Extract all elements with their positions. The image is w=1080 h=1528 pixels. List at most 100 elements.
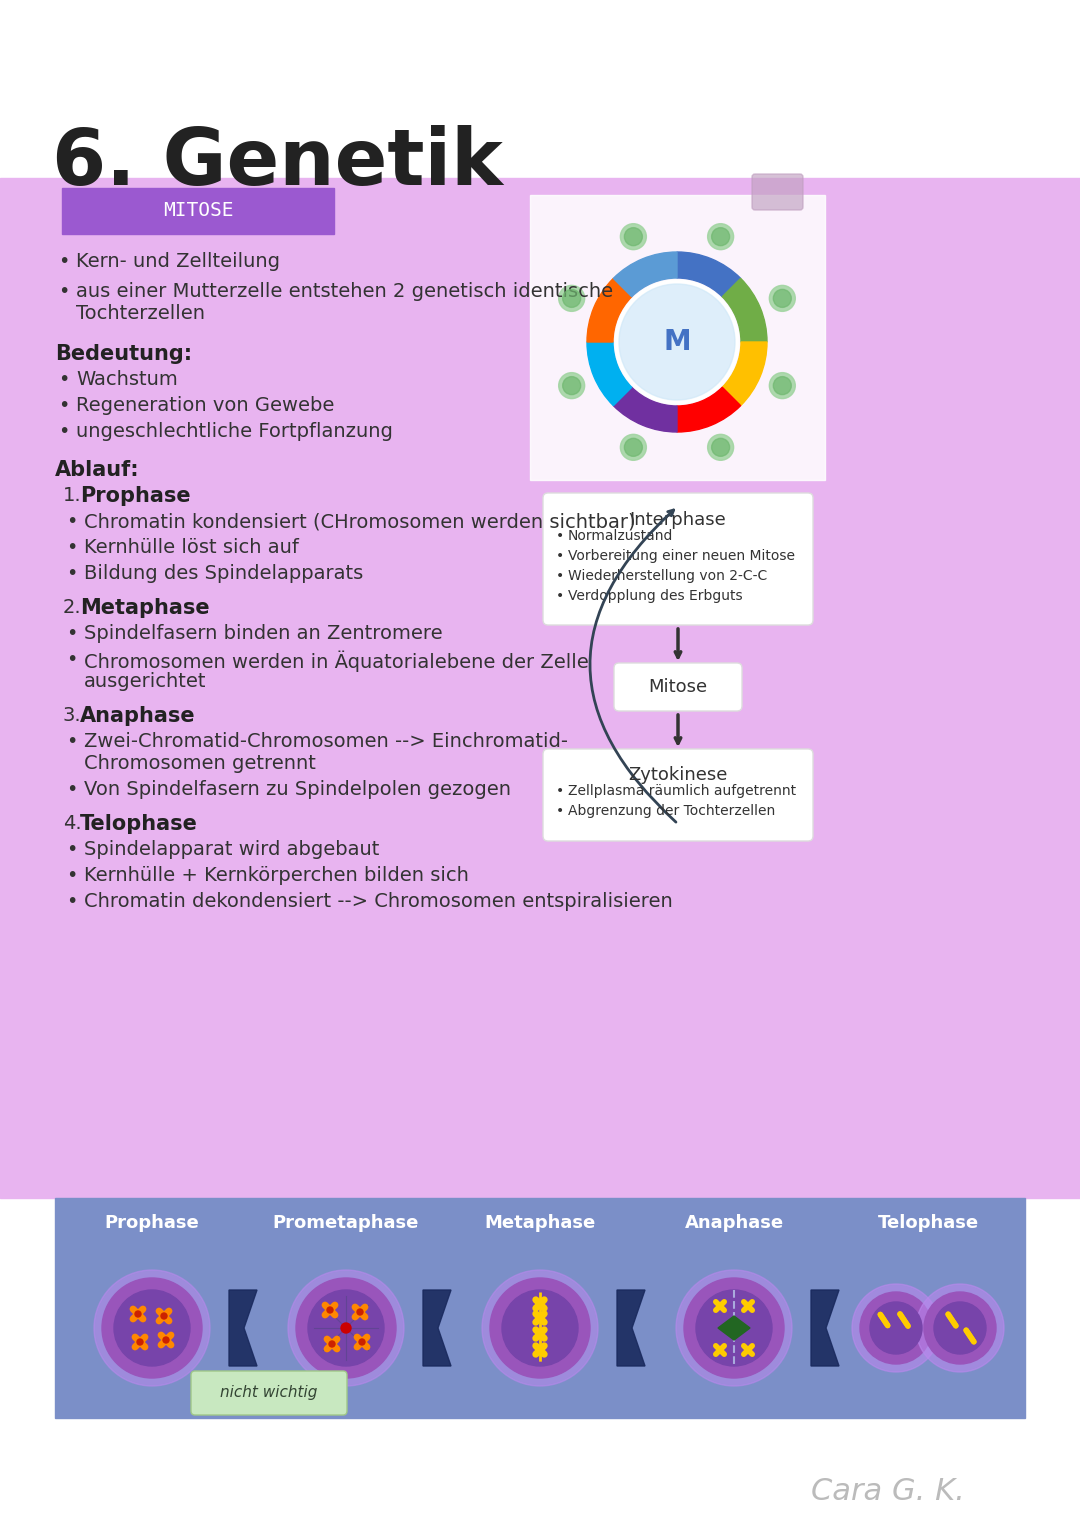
Text: Zellplasma räumlich aufgetrennt: Zellplasma räumlich aufgetrennt (568, 784, 796, 798)
Circle shape (934, 1302, 986, 1354)
Circle shape (137, 1339, 143, 1345)
Text: M: M (663, 329, 691, 356)
FancyBboxPatch shape (543, 494, 813, 625)
Text: Kernhülle löst sich auf: Kernhülle löst sich auf (84, 538, 299, 558)
Bar (0, 0, 1080, 177)
Text: •: • (556, 549, 564, 562)
Circle shape (563, 376, 581, 394)
Wedge shape (677, 252, 741, 296)
Text: •: • (66, 512, 78, 532)
Text: Spindelapparat wird abgebaut: Spindelapparat wird abgebaut (84, 840, 379, 859)
Text: Zytokinese: Zytokinese (629, 766, 728, 784)
Circle shape (161, 1313, 167, 1319)
Circle shape (712, 439, 730, 457)
Circle shape (769, 286, 795, 312)
Wedge shape (613, 252, 677, 296)
Circle shape (769, 373, 795, 399)
Circle shape (624, 228, 643, 246)
Text: •: • (66, 779, 78, 799)
Polygon shape (617, 1290, 645, 1366)
Text: •: • (66, 538, 78, 558)
Text: •: • (66, 840, 78, 859)
Circle shape (558, 286, 584, 312)
Circle shape (357, 1309, 363, 1316)
Text: •: • (556, 529, 564, 542)
Wedge shape (723, 342, 767, 405)
Circle shape (482, 1270, 598, 1386)
Text: 2.: 2. (63, 597, 82, 617)
Text: Ablauf:: Ablauf: (55, 460, 139, 480)
Text: Kernhülle + Kernkörperchen bilden sich: Kernhülle + Kernkörperchen bilden sich (84, 866, 469, 885)
Text: •: • (58, 252, 69, 270)
Text: •: • (556, 804, 564, 817)
Circle shape (707, 434, 733, 460)
Bar (62, 188, 334, 234)
Circle shape (707, 223, 733, 249)
Text: 4.: 4. (63, 814, 82, 833)
FancyBboxPatch shape (543, 749, 813, 840)
FancyBboxPatch shape (191, 1371, 347, 1415)
Text: 1.: 1. (63, 486, 82, 504)
Circle shape (615, 280, 739, 403)
Text: Chromatin dekondensiert --> Chromosomen entspiralisieren: Chromatin dekondensiert --> Chromosomen … (84, 892, 673, 911)
Text: Verdopplung des Erbguts: Verdopplung des Erbguts (568, 588, 743, 604)
Circle shape (916, 1284, 1004, 1372)
Polygon shape (718, 1316, 750, 1340)
Circle shape (619, 284, 735, 400)
Text: Normalzustand: Normalzustand (568, 529, 673, 542)
FancyBboxPatch shape (615, 663, 742, 711)
Text: •: • (556, 588, 564, 604)
Text: Metaphase: Metaphase (80, 597, 210, 617)
Circle shape (558, 373, 584, 399)
Circle shape (620, 434, 646, 460)
Text: •: • (556, 784, 564, 798)
Wedge shape (588, 342, 632, 405)
Text: ungeschlechtliche Fortpflanzung: ungeschlechtliche Fortpflanzung (76, 422, 393, 442)
Circle shape (924, 1293, 996, 1365)
Circle shape (163, 1337, 168, 1343)
Text: Prophase: Prophase (80, 486, 191, 506)
Wedge shape (723, 278, 767, 342)
Text: Interphase: Interphase (630, 510, 727, 529)
Text: Cara G. K.: Cara G. K. (811, 1478, 966, 1507)
Text: •: • (66, 564, 78, 584)
Text: •: • (58, 422, 69, 442)
Text: ausgerichtet: ausgerichtet (84, 672, 206, 691)
Text: •: • (556, 568, 564, 584)
Wedge shape (588, 278, 632, 342)
Text: Tochterzellen: Tochterzellen (76, 304, 205, 322)
Text: Spindelfasern binden an Zentromere: Spindelfasern binden an Zentromere (84, 623, 443, 643)
Text: MITOSE: MITOSE (163, 202, 233, 220)
Circle shape (684, 1277, 784, 1378)
Circle shape (102, 1277, 202, 1378)
Circle shape (852, 1284, 940, 1372)
Circle shape (308, 1290, 384, 1366)
Text: nicht wichtig: nicht wichtig (220, 1386, 318, 1401)
Circle shape (114, 1290, 190, 1366)
Text: Vorbereitung einer neuen Mitose: Vorbereitung einer neuen Mitose (568, 549, 795, 562)
Text: Abgrenzung der Tochterzellen: Abgrenzung der Tochterzellen (568, 804, 775, 817)
Circle shape (94, 1270, 210, 1386)
Text: Chromosomen werden in Äquatorialebene der Zelle: Chromosomen werden in Äquatorialebene de… (84, 649, 589, 671)
Text: Kern- und Zellteilung: Kern- und Zellteilung (76, 252, 280, 270)
Polygon shape (423, 1290, 451, 1366)
Circle shape (563, 289, 581, 307)
Circle shape (329, 1342, 335, 1348)
Text: Telophase: Telophase (877, 1215, 978, 1232)
Circle shape (676, 1270, 792, 1386)
Text: Wiederherstellung von 2-C-C: Wiederherstellung von 2-C-C (568, 568, 767, 584)
Circle shape (288, 1270, 404, 1386)
Bar (55, 1198, 1025, 1418)
Circle shape (624, 439, 643, 457)
Circle shape (712, 228, 730, 246)
Text: Prometaphase: Prometaphase (273, 1215, 419, 1232)
Text: Chromosomen getrennt: Chromosomen getrennt (84, 753, 315, 773)
Text: Anaphase: Anaphase (685, 1215, 784, 1232)
FancyBboxPatch shape (752, 174, 804, 209)
Text: Regeneration von Gewebe: Regeneration von Gewebe (76, 396, 335, 416)
Circle shape (135, 1311, 141, 1317)
Text: Chromatin kondensiert (CHromosomen werden sichtbar): Chromatin kondensiert (CHromosomen werde… (84, 512, 636, 532)
Text: 3.: 3. (63, 706, 82, 724)
Text: aus einer Mutterzelle entstehen 2 genetisch identische: aus einer Mutterzelle entstehen 2 geneti… (76, 283, 613, 301)
Circle shape (773, 376, 792, 394)
